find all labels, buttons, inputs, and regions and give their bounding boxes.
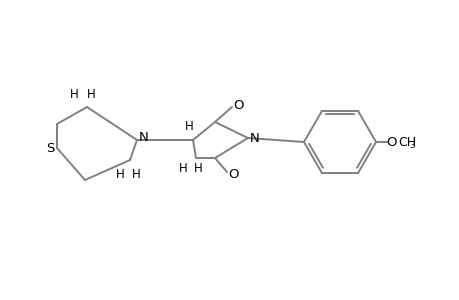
Text: CH: CH bbox=[397, 136, 415, 148]
Text: O: O bbox=[228, 167, 239, 181]
Text: H: H bbox=[178, 161, 187, 175]
Text: O: O bbox=[233, 98, 244, 112]
Text: S: S bbox=[46, 142, 54, 154]
Text: H: H bbox=[115, 167, 124, 181]
Text: N: N bbox=[139, 130, 149, 143]
Text: H: H bbox=[193, 161, 202, 175]
Text: H: H bbox=[69, 88, 78, 100]
Text: 3: 3 bbox=[408, 140, 414, 149]
Text: H: H bbox=[184, 119, 193, 133]
Text: O: O bbox=[386, 136, 397, 148]
Text: H: H bbox=[131, 167, 140, 181]
Text: N: N bbox=[250, 131, 259, 145]
Text: H: H bbox=[86, 88, 95, 100]
